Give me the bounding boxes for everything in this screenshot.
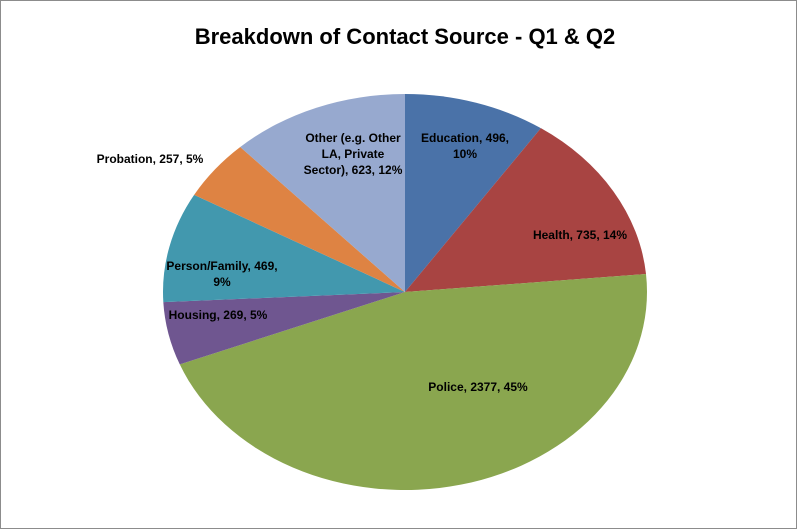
data-label: Police, 2377, 45% [428,380,528,394]
data-label-line: Education, 496, [421,131,509,145]
data-label: Probation, 257, 5% [97,152,204,166]
pie-slice [240,94,405,292]
data-label-line: Housing, 269, 5% [169,308,268,322]
data-label-line: 9% [213,275,231,289]
pie-slice [163,194,405,303]
chart-title: Breakdown of Contact Source - Q1 & Q2 [195,24,616,49]
data-label-line: LA, Private [322,147,385,161]
data-label: Other (e.g. Other LA, Private Sector), 623… [304,131,403,177]
pie-slice [179,274,647,490]
pie-slice [405,94,541,292]
data-label: Health, 735, 14% [533,228,627,242]
data-label-line: Probation, 257, 5% [97,152,204,166]
data-label: Education, 496, 10% [421,131,509,161]
data-label: Person/Family, 469, 9% [166,259,277,289]
data-label: Housing, 269, 5% [169,308,268,322]
data-label-line: Sector), 623, 12% [304,163,403,177]
pie-slice [194,146,405,292]
data-label-line: Other (e.g. Other [305,131,401,145]
data-label-line: Person/Family, 469, [166,259,277,273]
data-label-line: Police, 2377, 45% [428,380,528,394]
data-label-line: Health, 735, 14% [533,228,627,242]
pie-slice [163,292,405,365]
data-label-line: 10% [453,147,477,161]
pie-slice [405,128,647,292]
